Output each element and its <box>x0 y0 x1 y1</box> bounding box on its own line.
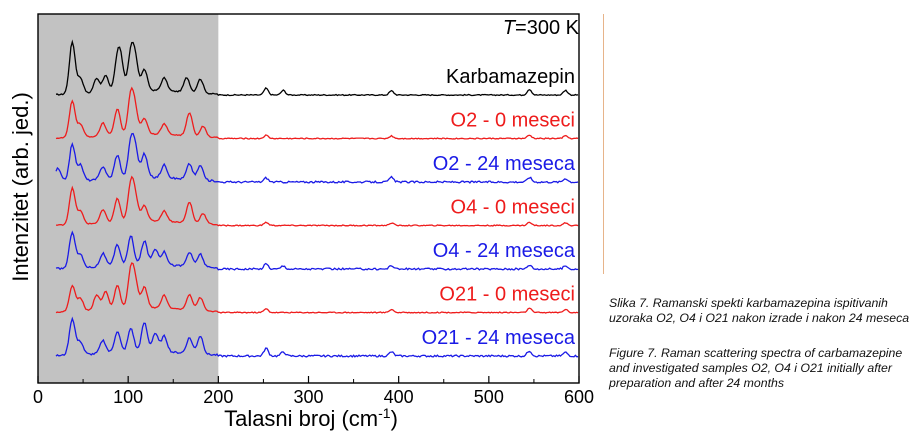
spectrum-7 <box>55 316 579 358</box>
x-tick-label-0: 0 <box>33 387 43 407</box>
x-axis-label: Talasni broj (cm-1) <box>224 405 398 431</box>
spectrum-4 <box>55 175 579 227</box>
series-label-7: O21 - 24 meseca <box>422 327 576 349</box>
raman-spectra-chart: Karbamazepin O2 - 0 meseci O2 - 24 meseca O… <box>8 13 594 431</box>
x-tick-label-1: 100 <box>113 387 143 407</box>
spectrum-5 <box>55 230 579 271</box>
spectrum-1 <box>55 39 579 97</box>
caption-serbian: Slika 7. Ramanski spekti karbamazepina i… <box>609 296 910 325</box>
x-tick-label-2: 200 <box>203 387 233 407</box>
x-tick-label-4: 400 <box>384 387 414 407</box>
x-tick-label-5: 500 <box>474 387 504 407</box>
x-tick-label-3: 300 <box>293 387 323 407</box>
spectrum-2 <box>55 86 579 140</box>
spectrum-3 <box>55 132 579 184</box>
temperature-annotation: T=300 K <box>503 17 580 39</box>
separator-line <box>603 14 604 274</box>
spectrum-6 <box>55 262 579 314</box>
series-label-2: O2 - 0 meseci <box>451 110 575 132</box>
series-label-1: Karbamazepin <box>446 66 575 88</box>
series-label-5: O4 - 24 meseca <box>433 240 576 262</box>
series-label-6: O21 - 0 meseci <box>439 284 575 306</box>
series-label-4: O4 - 0 meseci <box>451 197 575 219</box>
x-tick-label-6: 600 <box>564 387 594 407</box>
y-axis-label: Intenzitet (arb. jed.) <box>8 92 33 282</box>
series-label-3: O2 - 24 meseca <box>433 153 576 175</box>
caption-english: Figure 7. Raman scattering spectra of ca… <box>609 346 903 390</box>
